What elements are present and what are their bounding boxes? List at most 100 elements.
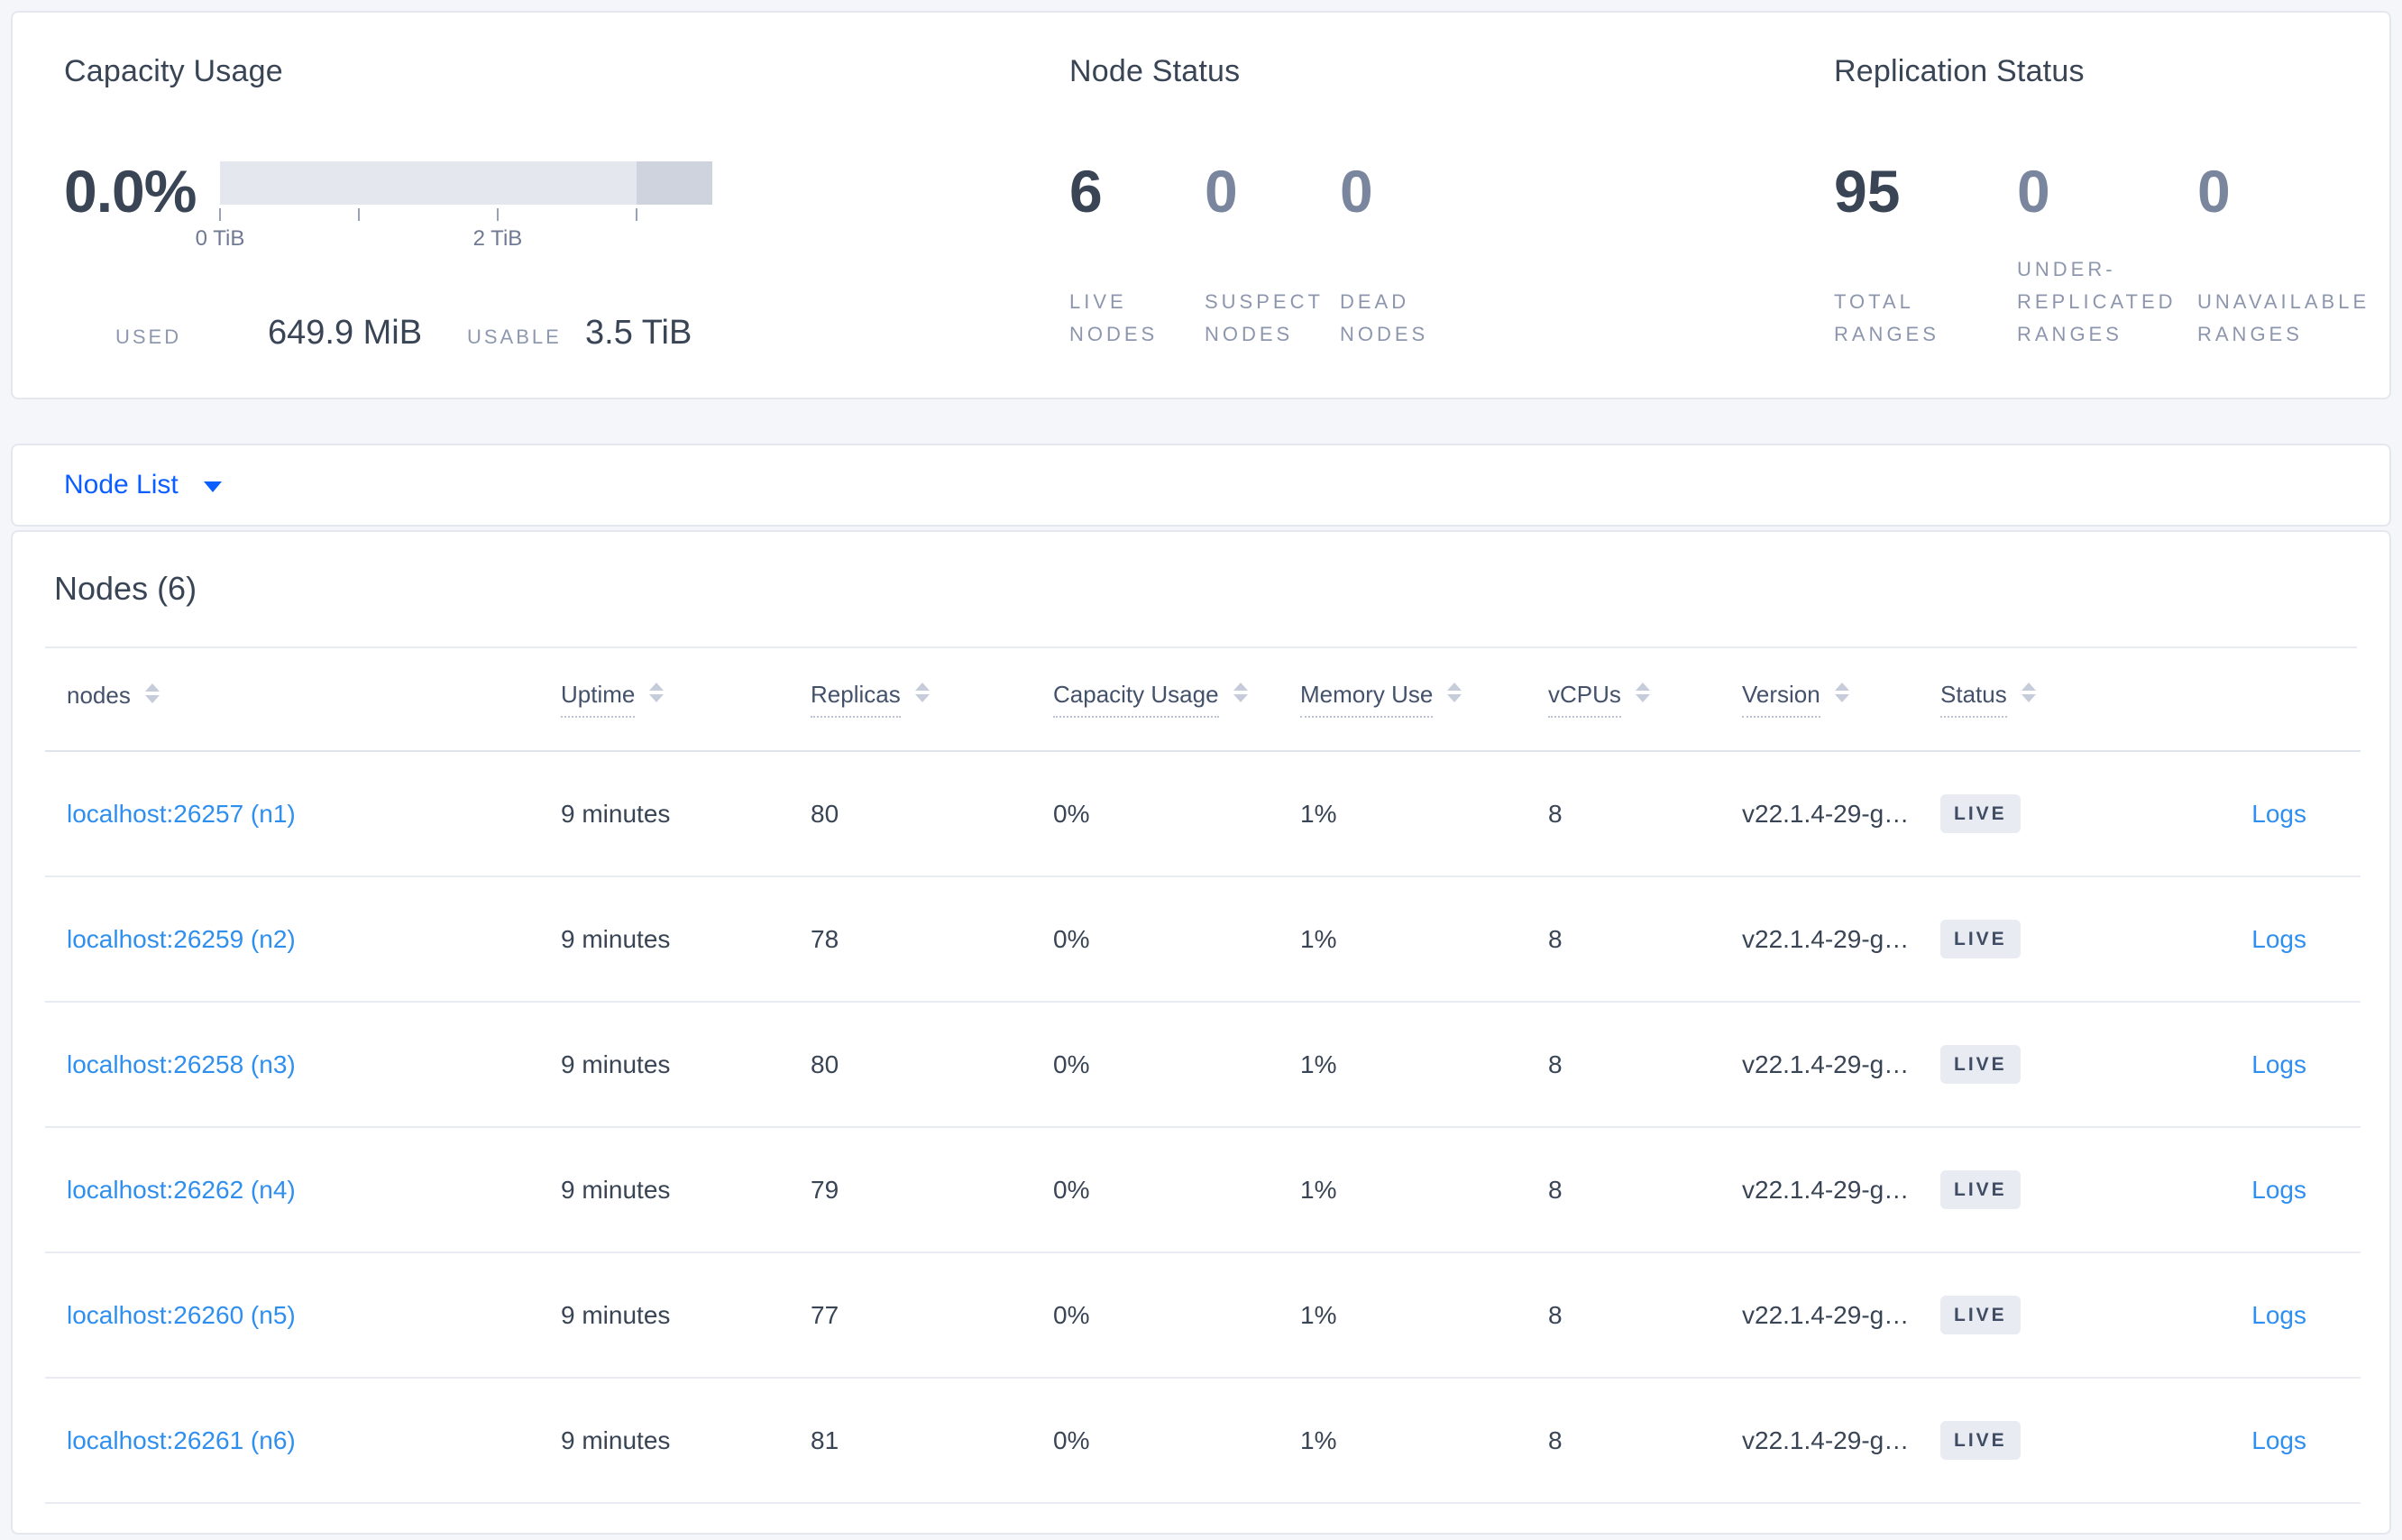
used-value: 649.9 MiB — [268, 314, 423, 352]
column-header-version[interactable]: Version — [1742, 648, 1940, 752]
column-header-nodes[interactable]: nodes — [45, 648, 561, 752]
status-badge: LIVE — [1940, 1045, 2021, 1084]
logs-cell: Logs — [2166, 1002, 2361, 1128]
sort-arrows-icon — [1834, 683, 1849, 703]
node-link[interactable]: localhost:26257 (n1) — [67, 799, 296, 828]
column-label: Version — [1742, 681, 1820, 718]
capacity-usage-cell: 0% — [1053, 876, 1300, 1003]
logs-link[interactable]: Logs — [2251, 1300, 2306, 1329]
logs-link[interactable]: Logs — [2251, 924, 2306, 953]
node-cell: localhost:26257 (n1) — [45, 751, 561, 877]
logs-cell: Logs — [2166, 876, 2361, 1003]
vcpus-cell: 8 — [1548, 1252, 1742, 1379]
node-link[interactable]: localhost:26258 (n3) — [67, 1050, 296, 1078]
node_status-value-0: 6 — [1069, 158, 1103, 225]
memory-use-cell: 1% — [1300, 876, 1548, 1003]
replication-label-0: TOTAL RANGES — [1834, 290, 1939, 345]
memory-use-cell: 1% — [1300, 1002, 1548, 1128]
logs-link[interactable]: Logs — [2251, 1050, 2306, 1078]
node-link[interactable]: localhost:26261 (n6) — [67, 1425, 296, 1454]
vcpus-cell: 8 — [1548, 1002, 1742, 1128]
vcpus-cell: 8 — [1548, 1127, 1742, 1253]
logs-cell: Logs — [2166, 1378, 2361, 1504]
sort-arrows-icon — [1233, 683, 1248, 703]
status-cell: LIVE — [1940, 1127, 2166, 1253]
sort-arrows-icon — [144, 683, 160, 704]
capacity-usage-cell: 0% — [1053, 1002, 1300, 1128]
replication-status-labels: TOTAL RANGES UNDER- REPLICATED RANGES UNAV… — [1834, 253, 2378, 351]
column-label: vCPUs — [1548, 681, 1621, 718]
axis-tick-3 — [635, 208, 637, 221]
capacity-usage-gauge: 0 TiB 2 TiB — [196, 161, 712, 270]
memory-use-cell: 1% — [1300, 1378, 1548, 1504]
capacity-usage-cell: 0% — [1053, 751, 1300, 877]
column-header-replicas[interactable]: Replicas — [811, 648, 1053, 752]
logs-link[interactable]: Logs — [2251, 1425, 2306, 1454]
capacity-usage-cell: 0% — [1053, 1252, 1300, 1379]
uptime-cell: 9 minutes — [561, 751, 811, 877]
column-label: Memory Use — [1300, 681, 1434, 718]
status-badge: LIVE — [1940, 1170, 2021, 1209]
node-cell: localhost:26258 (n3) — [45, 1002, 561, 1128]
node-cell: localhost:26260 (n5) — [45, 1252, 561, 1379]
axis-tick-label-1: 2 TiB — [472, 226, 523, 251]
uptime-cell: 9 minutes — [561, 876, 811, 1003]
table-row: localhost:26260 (n5) 9 minutes 77 0% 1% 8 v22.… — [45, 1252, 2361, 1379]
capacity-axis-ticks — [219, 208, 712, 221]
axis-tick-2 — [496, 208, 499, 221]
logs-link[interactable]: Logs — [2251, 799, 2306, 828]
table-header-row: nodes Uptime Replicas Capacity Usage Memory … — [45, 648, 2361, 752]
other-capacity-segment — [636, 161, 712, 205]
column-header-uptime[interactable]: Uptime — [561, 648, 811, 752]
column-label: nodes — [67, 682, 131, 709]
node-cell: localhost:26259 (n2) — [45, 876, 561, 1003]
column-header-status[interactable]: Status — [1940, 648, 2166, 752]
replicas-cell: 80 — [811, 751, 1053, 877]
node-list-dropdown[interactable]: Node List — [64, 470, 222, 500]
node-list-dropdown-label: Node List — [64, 470, 179, 500]
column-header-capacity-usage[interactable]: Capacity Usage — [1053, 648, 1300, 752]
column-header-memory-use[interactable]: Memory Use — [1300, 648, 1548, 752]
logs-link[interactable]: Logs — [2251, 1175, 2306, 1204]
sort-arrows-icon — [2021, 683, 2036, 703]
uptime-cell: 9 minutes — [561, 1127, 811, 1253]
column-label: Replicas — [811, 681, 901, 718]
nodes-table: nodes Uptime Replicas Capacity Usage Memory … — [45, 648, 2361, 1504]
usable-label: USABLE — [467, 325, 562, 348]
replication-value-2: 0 — [2197, 158, 2231, 225]
replication-value-1: 0 — [2017, 158, 2050, 225]
capacity-usage-cell: 0% — [1053, 1127, 1300, 1253]
node_status-value-2: 0 — [1340, 158, 1373, 225]
memory-use-cell: 1% — [1300, 751, 1548, 877]
node-link[interactable]: localhost:26262 (n4) — [67, 1175, 296, 1204]
usable-value: 3.5 TiB — [585, 314, 692, 352]
node-link[interactable]: localhost:26259 (n2) — [67, 924, 296, 953]
sort-arrows-icon — [649, 683, 665, 703]
version-cell: v22.1.4-29-g… — [1742, 1378, 1940, 1504]
replicas-cell: 77 — [811, 1252, 1053, 1379]
logs-cell: Logs — [2166, 751, 2361, 877]
nodes-table-header: Nodes (6) — [45, 532, 2357, 648]
chevron-down-icon — [203, 481, 222, 492]
table-row: localhost:26262 (n4) 9 minutes 79 0% 1% 8 v22.… — [45, 1127, 2361, 1253]
vcpus-cell: 8 — [1548, 1378, 1742, 1504]
node_status-label-1: SUSPECT NODES — [1205, 290, 1324, 345]
column-header-logs — [2166, 648, 2361, 752]
status-cell: LIVE — [1940, 1378, 2166, 1504]
table-row: localhost:26257 (n1) 9 minutes 80 0% 1% 8 v22.… — [45, 751, 2361, 877]
node-link[interactable]: localhost:26260 (n5) — [67, 1300, 296, 1329]
replicas-cell: 80 — [811, 1002, 1053, 1128]
version-cell: v22.1.4-29-g… — [1742, 1252, 1940, 1379]
replication-status-section: Replication Status 95 0 0 TOTAL RANGES UNDE… — [1834, 13, 2389, 398]
usable-capacity-segment — [220, 161, 637, 205]
column-header-vcpus[interactable]: vCPUs — [1548, 648, 1742, 752]
axis-tick-label-0: 0 TiB — [195, 226, 245, 251]
nodes-heading: Nodes (6) — [54, 570, 197, 607]
capacity-stats: USED 649.9 MiB USABLE 3.5 TiB — [115, 314, 692, 353]
version-cell: v22.1.4-29-g… — [1742, 751, 1940, 877]
replicas-cell: 81 — [811, 1378, 1053, 1504]
memory-use-cell: 1% — [1300, 1252, 1548, 1379]
